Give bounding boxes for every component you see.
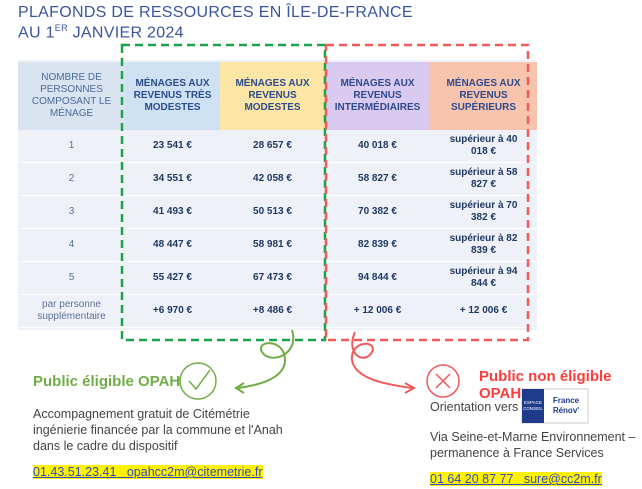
eligible-frame bbox=[120, 43, 327, 342]
arrow-head bbox=[404, 382, 417, 394]
title: PLAFONDS DE RESSOURCES EN ÎLE-DE-FRANCE bbox=[18, 4, 413, 21]
table-cell: 23 541 € bbox=[125, 130, 220, 163]
column-header: MÉNAGES AUX REVENUS MODESTES bbox=[220, 62, 325, 130]
column-header: MÉNAGES AUX REVENUS TRÈS MODESTES bbox=[125, 62, 220, 130]
table-cell: 82 839 € bbox=[325, 229, 430, 262]
table-cell: + 12 006 € bbox=[325, 295, 430, 328]
orientation: Orientation vers bbox=[430, 400, 519, 414]
title: AU 1ER JANVIER 2024 bbox=[18, 23, 184, 42]
check bbox=[188, 369, 211, 391]
table-cell: 94 844 € bbox=[325, 262, 430, 295]
cross-icon bbox=[426, 364, 460, 398]
table-cell: supérieur à 40 018 € bbox=[430, 130, 537, 163]
eligible-text: Accompagnement gratuit de Citémétrie ing… bbox=[33, 407, 283, 453]
table-cell: supérieur à 58 827 € bbox=[430, 163, 537, 196]
table-cell: supérieur à 94 844 € bbox=[430, 262, 537, 295]
table-cell: 1 bbox=[18, 130, 125, 163]
table-cell: 34 551 € bbox=[125, 163, 220, 196]
logo-band bbox=[522, 389, 544, 423]
email[interactable]: sure@cc2m.fr bbox=[523, 472, 602, 486]
eligible-title: Public éligible OPAH bbox=[33, 373, 181, 390]
non-eligible-contact: 01 64 20 87 77 sure@cc2m.fr bbox=[430, 470, 602, 488]
title-sup: ER bbox=[54, 23, 68, 33]
table-cell: 50 513 € bbox=[220, 196, 325, 229]
logo-top: ESPACE CONSEIL bbox=[523, 400, 543, 411]
table-cell: +6 970 € bbox=[125, 295, 220, 328]
table-cell: 41 493 € bbox=[125, 196, 220, 229]
table-cell: 58 981 € bbox=[220, 229, 325, 262]
check-icon bbox=[179, 362, 217, 400]
table-cell: 28 657 € bbox=[220, 130, 325, 163]
title-part: JANVIER 2024 bbox=[67, 24, 184, 42]
table-cell: 2 bbox=[18, 163, 125, 196]
table-cell: supérieur à 70 382 € bbox=[430, 196, 537, 229]
email[interactable]: opahcc2m@citemetrie.fr bbox=[126, 465, 263, 479]
title-part: AU 1 bbox=[18, 24, 55, 42]
phone: 01.43.51.23.41 bbox=[33, 465, 117, 479]
cross bbox=[435, 373, 451, 389]
table-cell: supérieur à 82 839 € bbox=[430, 229, 537, 262]
column-header: MÉNAGES AUX REVENUS INTERMÉDIAIRES bbox=[325, 62, 430, 130]
table-cell: +8 486 € bbox=[220, 295, 325, 328]
table-cell: 58 827 € bbox=[325, 163, 430, 196]
table: NOMBRE DE PERSONNES COMPOSANT LE MÉNAGE M… bbox=[18, 60, 537, 330]
column-header: NOMBRE DE PERSONNES COMPOSANT LE MÉNAGE bbox=[18, 62, 125, 130]
phone: 01 64 20 87 77 bbox=[430, 472, 514, 486]
eligible-contact: 01.43.51.23.41 opahcc2m@citemetrie.fr bbox=[33, 463, 263, 481]
table-cell: 40 018 € bbox=[325, 130, 430, 163]
arrow-head bbox=[234, 382, 245, 394]
table-cell: 48 447 € bbox=[125, 229, 220, 262]
non-eligible-text: Via Seine-et-Marne Environnement – perma… bbox=[430, 430, 636, 460]
non-eligible-title: Public non éligible OPAH bbox=[479, 368, 612, 402]
arrow bbox=[350, 331, 413, 389]
column-header: MÉNAGES AUX REVENUS SUPÉRIEURS bbox=[430, 62, 537, 130]
table-cell: 4 bbox=[18, 229, 125, 262]
table-cell: 42 058 € bbox=[220, 163, 325, 196]
table-cell: 3 bbox=[18, 196, 125, 229]
logo-brand: France Rénov' bbox=[552, 396, 580, 415]
non-eligible-frame bbox=[324, 43, 530, 342]
table-cell: + 12 006 € bbox=[430, 295, 537, 328]
table-cell: 67 473 € bbox=[220, 262, 325, 295]
table-cell: 55 427 € bbox=[125, 262, 220, 295]
table-cell: 70 382 € bbox=[325, 196, 430, 229]
table-cell: par personne supplémentaire bbox=[18, 295, 125, 328]
arrow bbox=[237, 329, 295, 389]
table-cell: 5 bbox=[18, 262, 125, 295]
